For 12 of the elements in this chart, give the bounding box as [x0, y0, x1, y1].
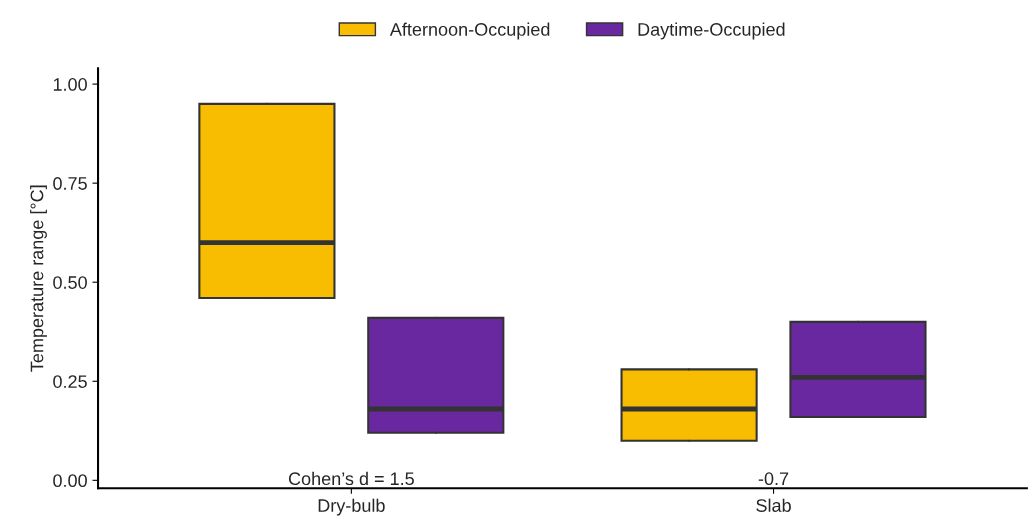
y-axis-title: Temperature range [°C] — [30, 185, 47, 372]
y-tick-label: 1.00 — [53, 78, 87, 91]
annotation: -0.7 — [758, 472, 789, 486]
y-tick-label: 0.25 — [53, 375, 87, 388]
y-tick-label: 0.50 — [53, 276, 87, 289]
y-tick-label: 0.00 — [53, 474, 87, 488]
legend-label: Afternoon-Occupied — [389, 22, 550, 40]
legend-label: Daytime-Occupied — [638, 22, 785, 40]
x-tick-label: Dry-bulb — [318, 498, 385, 516]
annotation: Cohen’s d = 1.5 — [288, 471, 414, 486]
y-tick-label: 0.75 — [53, 177, 87, 190]
x-tick-label: Slab — [756, 498, 791, 512]
